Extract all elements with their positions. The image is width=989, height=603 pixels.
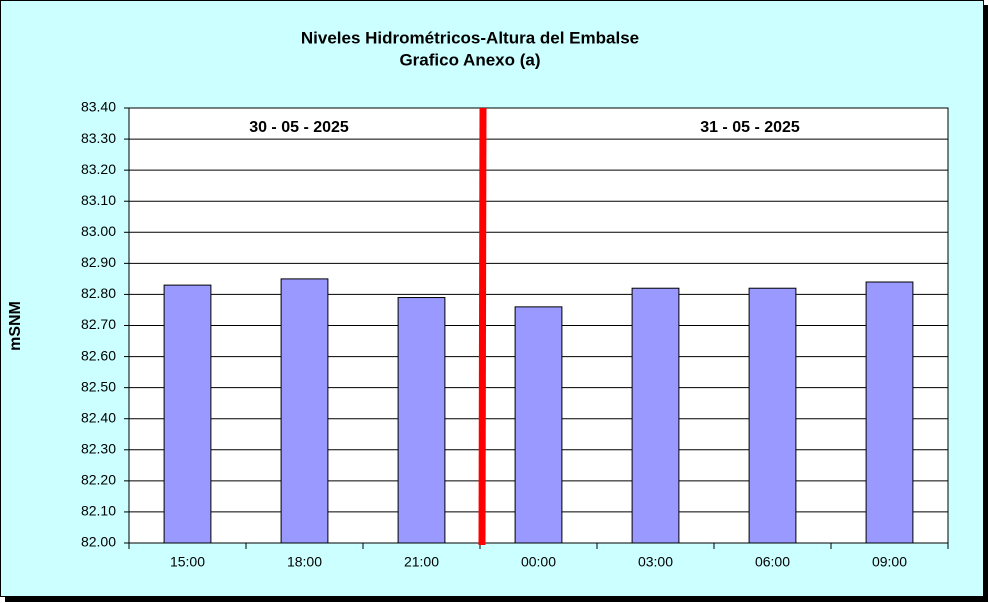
y-tick-label: 82.80 [81,285,116,301]
bar [865,281,914,544]
x-tick-label: 06:00 [755,554,790,570]
chart-title: Niveles Hidrométricos-Altura del Embalse [301,28,639,47]
bar [397,297,446,544]
y-tick-label: 83.10 [81,192,116,208]
y-axis-label: mSNM [7,301,24,351]
y-tick-label: 83.00 [81,223,116,239]
y-tick-label: 83.40 [81,99,116,115]
x-tick-label: 21:00 [404,554,439,570]
x-tick-label: 03:00 [638,554,673,570]
y-tick-label: 83.30 [81,130,116,146]
y-tick-label: 82.70 [81,316,116,332]
y-tick-label: 82.10 [81,503,116,519]
bar [748,287,797,544]
y-tick-label: 82.00 [81,534,116,550]
y-tick-label: 82.90 [81,254,116,270]
bar [514,306,563,544]
bar [163,284,212,544]
x-tick-label: 15:00 [170,554,205,570]
y-tick-label: 83.20 [81,161,116,177]
bar [631,287,680,544]
y-tick-label: 82.60 [81,347,116,363]
date-divider [478,107,487,546]
x-tick-label: 09:00 [872,554,907,570]
x-tick-label: 18:00 [287,554,322,570]
bar [280,278,329,544]
annotation: 30 - 05 - 2025 [249,119,349,136]
y-tick-label: 82.30 [81,440,116,456]
y-tick-label: 82.50 [81,378,116,394]
y-tick-label: 82.20 [81,472,116,488]
annotation: 31 - 05 - 2025 [700,119,800,136]
y-tick-label: 82.40 [81,409,116,425]
chart-subtitle: Grafico Anexo (a) [399,50,540,69]
x-tick-label: 00:00 [521,554,556,570]
